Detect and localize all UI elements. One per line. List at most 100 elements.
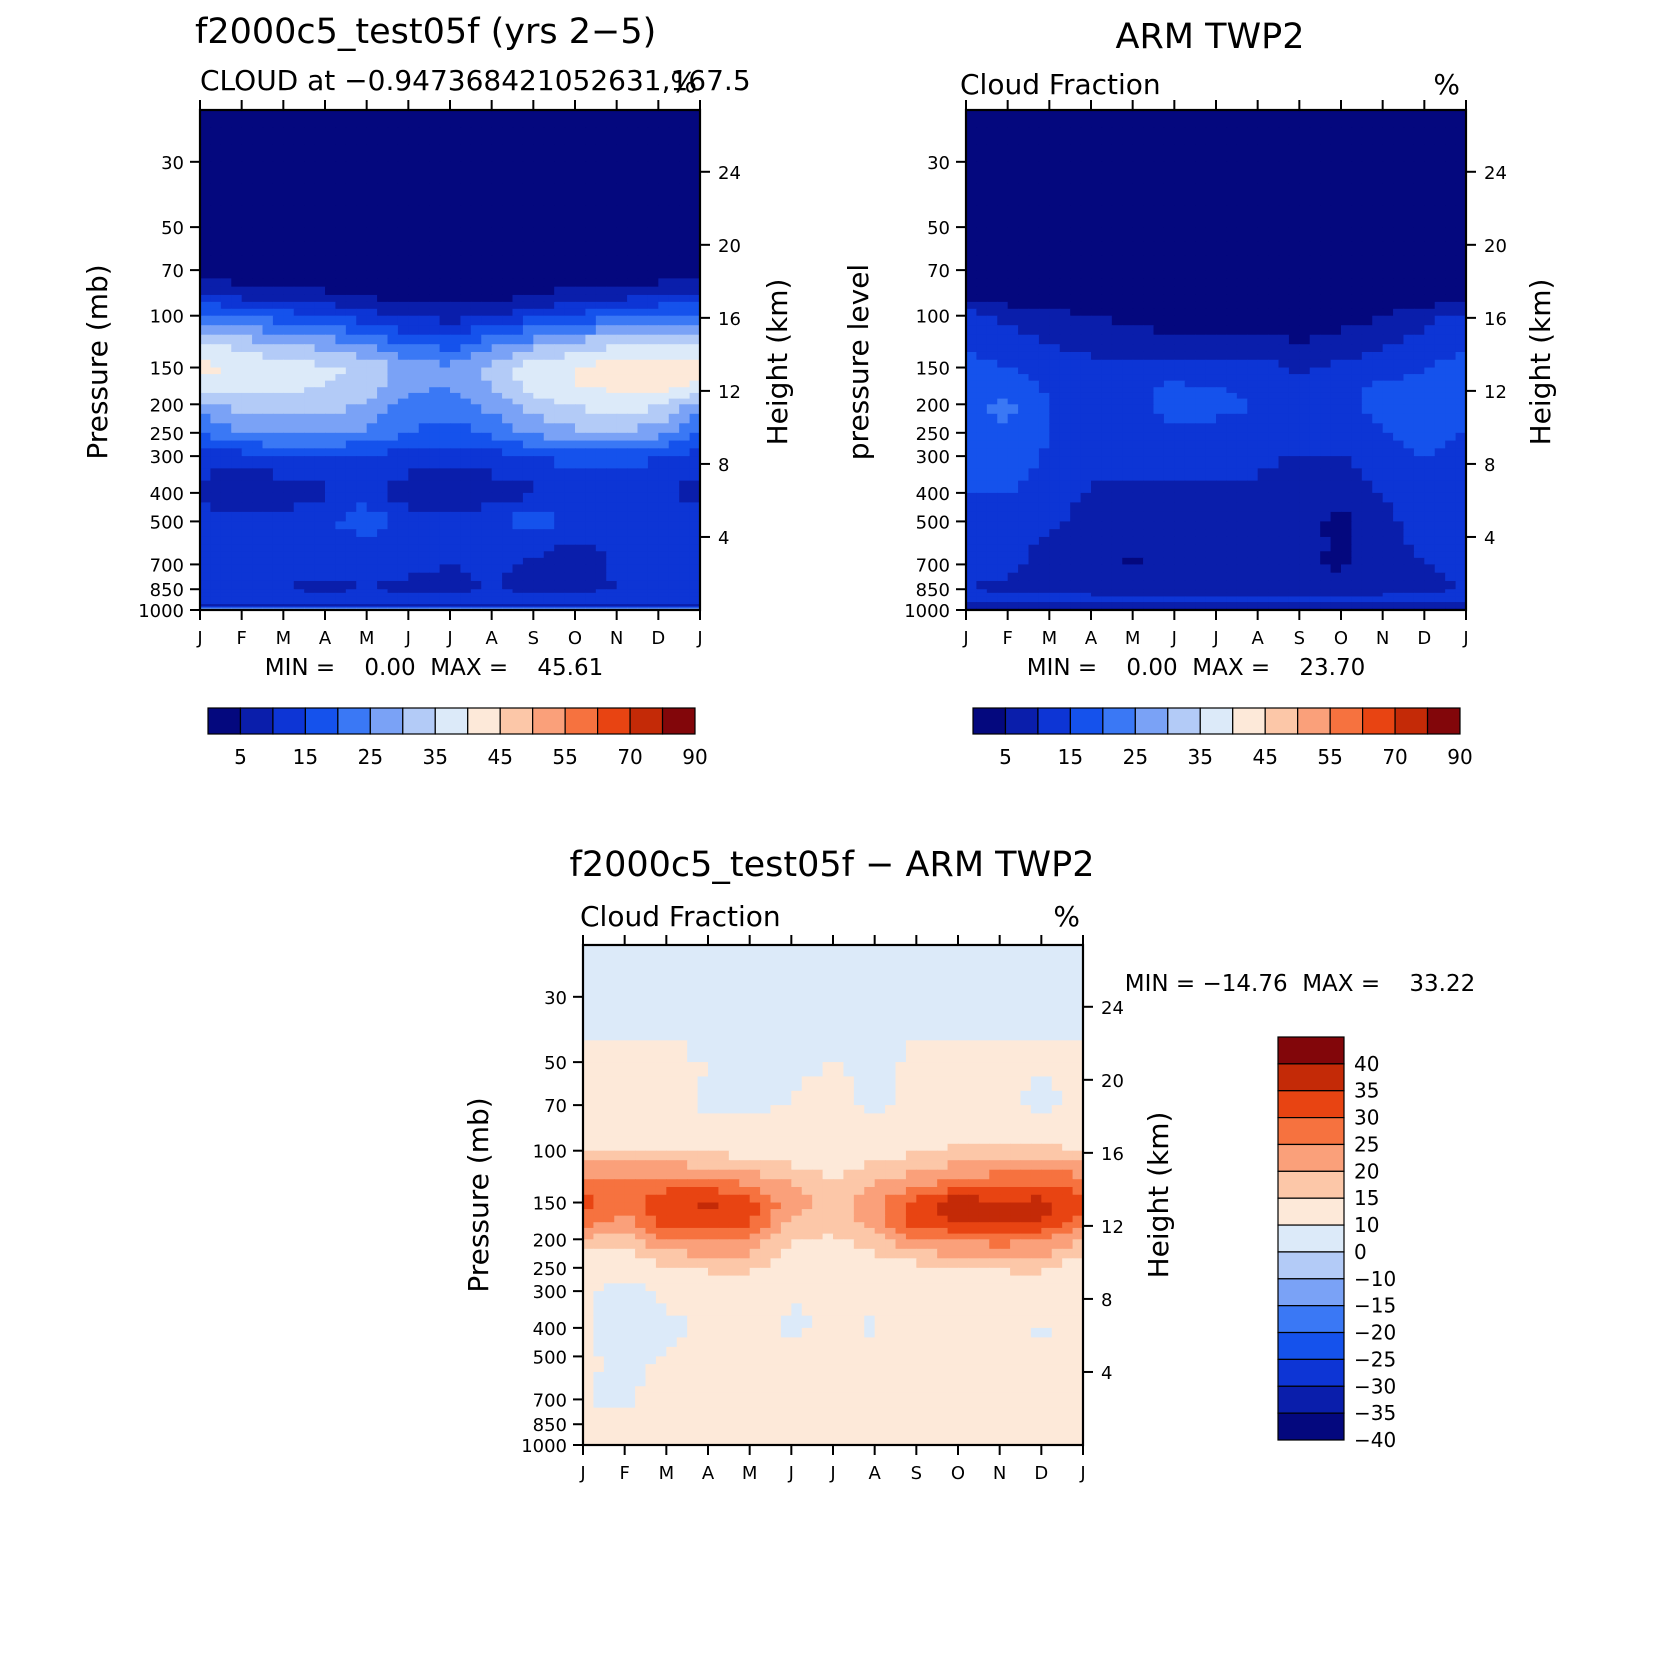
contour-cell	[638, 393, 649, 399]
contour-cell	[627, 381, 638, 388]
contour-cell	[1112, 537, 1123, 545]
contour-cell	[638, 256, 649, 271]
contour-cell	[440, 110, 451, 128]
contour-cell	[1414, 352, 1425, 360]
contour-cell	[1268, 521, 1279, 529]
contour-cell	[544, 581, 555, 590]
contour-cell	[575, 393, 586, 399]
contour-cell	[231, 414, 242, 424]
contour-cell	[1029, 325, 1040, 335]
contour-cell	[596, 581, 607, 590]
contour-cell	[242, 374, 253, 381]
contour-cell	[356, 433, 367, 441]
contour-cell	[335, 399, 346, 405]
colorbar-swatch	[338, 708, 370, 734]
contour-cell	[1206, 374, 1217, 381]
contour-cell	[221, 368, 232, 375]
contour-cell	[1445, 270, 1456, 279]
contour-cell	[1216, 493, 1227, 503]
contour-cell	[450, 241, 461, 256]
model-contour-field	[200, 110, 701, 611]
contour-cell	[200, 456, 211, 469]
contour-cell	[440, 256, 451, 271]
contour-cell	[1081, 558, 1092, 565]
contour-cell	[419, 481, 430, 494]
contour-cell	[252, 335, 263, 345]
contour-cell	[1133, 241, 1144, 256]
contour-cell	[335, 309, 346, 317]
contour-cell	[263, 162, 274, 184]
contour-cell	[1216, 537, 1227, 545]
contour-cell	[544, 316, 555, 326]
contour-cell	[481, 414, 492, 424]
contour-cell	[242, 162, 253, 184]
contour-cell	[492, 374, 503, 381]
contour-cell	[575, 287, 586, 296]
contour-cell	[263, 414, 274, 424]
contour-cell	[544, 162, 555, 184]
contour-cell	[1101, 512, 1112, 522]
contour-cell	[585, 493, 596, 503]
contour-cell	[304, 529, 315, 537]
contour-cell	[440, 387, 451, 393]
contour-cell	[1393, 512, 1404, 522]
contour-cell	[356, 295, 367, 303]
contour-cell	[388, 404, 399, 414]
contour-cell	[1039, 393, 1050, 399]
contour-cell	[377, 162, 388, 184]
contour-cell	[1081, 145, 1092, 163]
contour-cell	[585, 162, 596, 184]
contour-cell	[1237, 335, 1248, 345]
contour-cell	[1424, 352, 1435, 360]
contour-cell	[966, 448, 977, 456]
contour-cell	[492, 368, 503, 375]
contour-cell	[294, 110, 305, 128]
contour-cell	[987, 414, 998, 424]
contour-cell	[1216, 399, 1227, 405]
contour-cell	[976, 227, 987, 242]
contour-cell	[1289, 521, 1300, 529]
contour-cell	[471, 441, 482, 449]
contour-cell	[231, 205, 242, 227]
contour-cell	[1258, 227, 1269, 242]
contour-cell	[1372, 414, 1383, 424]
contour-cell	[1279, 441, 1290, 449]
contour-cell	[513, 441, 524, 449]
contour-cell	[1351, 521, 1362, 529]
contour-cell	[1049, 256, 1060, 271]
contour-cell	[606, 433, 617, 441]
contour-cell	[523, 287, 534, 296]
contour-cell	[1070, 205, 1081, 227]
contour-cell	[210, 456, 221, 469]
contour-cell	[1018, 162, 1029, 184]
contour-cell	[617, 278, 628, 287]
contour-cell	[481, 256, 492, 271]
contour-cell	[1091, 374, 1102, 381]
contour-cell	[1289, 393, 1300, 399]
contour-cell	[1237, 325, 1248, 335]
contour-cell	[1341, 295, 1352, 303]
contour-cell	[1216, 393, 1227, 399]
contour-cell	[1060, 287, 1071, 296]
contour-cell	[388, 381, 399, 388]
contour-cell	[273, 287, 284, 296]
contour-cell	[554, 423, 565, 433]
contour-cell	[658, 352, 669, 360]
contour-cell	[1122, 295, 1133, 303]
contour-cell	[606, 374, 617, 381]
contour-cell	[1404, 352, 1415, 360]
contour-cell	[648, 558, 659, 565]
contour-cell	[367, 414, 378, 424]
contour-cell	[1404, 493, 1415, 503]
contour-cell	[1206, 521, 1217, 529]
contour-cell	[966, 270, 977, 279]
contour-cell	[679, 145, 690, 163]
contour-cell	[1049, 325, 1060, 335]
contour-cell	[200, 241, 211, 256]
contour-cell	[554, 309, 565, 317]
contour-cell	[544, 309, 555, 317]
contour-cell	[585, 393, 596, 399]
contour-cell	[1289, 387, 1300, 393]
contour-cell	[1049, 529, 1060, 537]
contour-cell	[1299, 368, 1310, 375]
